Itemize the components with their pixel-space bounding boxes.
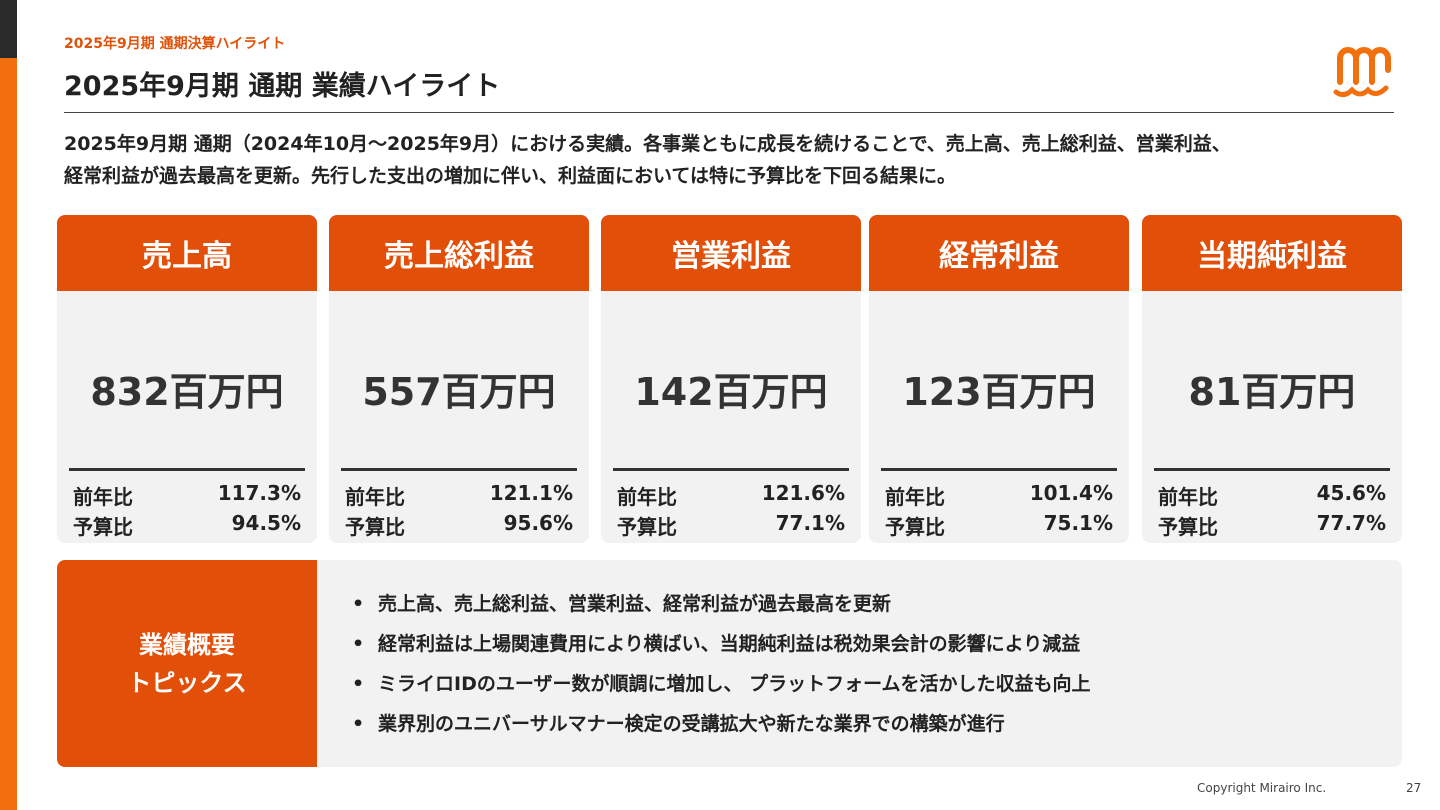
- yoy-row: 前年比 121.1%: [345, 481, 573, 510]
- budget-row: 予算比 94.5%: [73, 511, 301, 540]
- side-bar-dark: [0, 0, 17, 58]
- budget-value: 77.1%: [775, 511, 845, 535]
- budget-row: 予算比 77.7%: [1158, 511, 1386, 540]
- list-item-text: ミライロIDのユーザー数が順調に増加し、 プラットフォームを活かした収益も向上: [378, 673, 1091, 695]
- yoy-row: 前年比 121.6%: [617, 481, 845, 510]
- yoy-row: 前年比 117.3%: [73, 481, 301, 510]
- yoy-value: 45.6%: [1316, 481, 1386, 505]
- kpi-cards: 売上高 832百万円 前年比 117.3% 予算比 94.5% 売上総利益 55…: [57, 215, 1402, 543]
- kpi-card-value: 142百万円: [634, 370, 828, 414]
- budget-value: 75.1%: [1043, 511, 1113, 535]
- yoy-label: 前年比: [1158, 485, 1218, 509]
- topics-list: • 売上高、売上総利益、営業利益、経常利益が過去最高を更新 • 経常利益は上場関連費…: [352, 584, 1091, 744]
- budget-label: 予算比: [617, 515, 677, 539]
- yoy-label: 前年比: [617, 485, 677, 509]
- budget-value: 77.7%: [1316, 511, 1386, 535]
- bullet-icon: •: [352, 593, 365, 615]
- bullet-icon: •: [352, 633, 365, 655]
- kpi-card-value: 123百万円: [902, 370, 1096, 414]
- kpi-card-sales: 売上高 832百万円 前年比 117.3% 予算比 94.5%: [57, 215, 317, 543]
- mirairo-logo-icon: [1333, 47, 1391, 98]
- topics-label: 業績概要 トピックス: [57, 560, 317, 767]
- budget-row: 予算比 75.1%: [885, 511, 1113, 540]
- yoy-value: 117.3%: [217, 481, 301, 505]
- kpi-card-divider: [341, 468, 577, 471]
- page-title: 2025年9月期 通期 業績ハイライト: [64, 71, 501, 102]
- page-number: 27: [1406, 781, 1422, 795]
- lead-line-2: 経常利益が過去最高を更新。先行した支出の増加に伴い、利益面においては特に予算比を…: [64, 165, 957, 187]
- list-item: • ミライロIDのユーザー数が順調に増加し、 プラットフォームを活かした収益も向上: [352, 664, 1091, 704]
- side-bar-accent: [0, 58, 17, 810]
- yoy-value: 121.6%: [761, 481, 845, 505]
- topics-label-line-2: トピックス: [127, 668, 247, 697]
- copyright: Copyright Mirairo Inc.: [1197, 781, 1327, 795]
- yoy-label: 前年比: [73, 485, 133, 509]
- kpi-card-operating-profit: 営業利益 142百万円 前年比 121.6% 予算比 77.1%: [601, 215, 861, 543]
- budget-value: 95.6%: [503, 511, 573, 535]
- kpi-card-title: 経常利益: [869, 215, 1129, 291]
- kpi-card-net-income: 当期純利益 81百万円 前年比 45.6% 予算比 77.7%: [1142, 215, 1402, 543]
- yoy-value: 101.4%: [1029, 481, 1113, 505]
- kpi-card-title: 売上総利益: [329, 215, 589, 291]
- budget-label: 予算比: [1158, 515, 1218, 539]
- topics-panel: 業績概要 トピックス • 売上高、売上総利益、営業利益、経常利益が過去最高を更新 …: [57, 560, 1402, 767]
- kpi-card-title: 当期純利益: [1142, 215, 1402, 291]
- budget-value: 94.5%: [231, 511, 301, 535]
- section-label: 2025年9月期 通期決算ハイライト: [64, 36, 286, 52]
- budget-label: 予算比: [73, 515, 133, 539]
- bullet-icon: •: [352, 673, 365, 695]
- title-divider: [64, 112, 1394, 113]
- kpi-card-value: 557百万円: [362, 370, 556, 414]
- kpi-card-ordinary-profit: 経常利益 123百万円 前年比 101.4% 予算比 75.1%: [869, 215, 1129, 543]
- kpi-card-value: 81百万円: [1188, 370, 1356, 414]
- yoy-value: 121.1%: [489, 481, 573, 505]
- lead-text: 2025年9月期 通期（2024年10月～2025年9月）における実績。各事業と…: [64, 128, 1384, 192]
- kpi-card-divider: [881, 468, 1117, 471]
- kpi-card-gross-profit: 売上総利益 557百万円 前年比 121.1% 予算比 95.6%: [329, 215, 589, 543]
- kpi-card-title: 売上高: [57, 215, 317, 291]
- list-item-text: 売上高、売上総利益、営業利益、経常利益が過去最高を更新: [378, 593, 892, 615]
- bullet-icon: •: [352, 713, 365, 735]
- lead-line-1: 2025年9月期 通期（2024年10月～2025年9月）における実績。各事業と…: [64, 133, 1231, 155]
- list-item: • 経常利益は上場関連費用により横ばい、当期純利益は税効果会計の影響により減益: [352, 624, 1091, 664]
- kpi-card-divider: [69, 468, 305, 471]
- kpi-card-value: 832百万円: [90, 370, 284, 414]
- budget-row: 予算比 77.1%: [617, 511, 845, 540]
- yoy-row: 前年比 101.4%: [885, 481, 1113, 510]
- list-item-text: 経常利益は上場関連費用により横ばい、当期純利益は税効果会計の影響により減益: [378, 633, 1081, 655]
- kpi-card-title: 営業利益: [601, 215, 861, 291]
- kpi-card-divider: [1154, 468, 1390, 471]
- topics-label-line-1: 業績概要: [139, 630, 235, 659]
- list-item: • 売上高、売上総利益、営業利益、経常利益が過去最高を更新: [352, 584, 1091, 624]
- budget-row: 予算比 95.6%: [345, 511, 573, 540]
- yoy-label: 前年比: [885, 485, 945, 509]
- budget-label: 予算比: [885, 515, 945, 539]
- list-item-text: 業界別のユニバーサルマナー検定の受講拡大や新たな業界での構築が進行: [378, 713, 1005, 735]
- budget-label: 予算比: [345, 515, 405, 539]
- yoy-row: 前年比 45.6%: [1158, 481, 1386, 510]
- list-item: • 業界別のユニバーサルマナー検定の受講拡大や新たな業界での構築が進行: [352, 704, 1091, 744]
- kpi-card-divider: [613, 468, 849, 471]
- yoy-label: 前年比: [345, 485, 405, 509]
